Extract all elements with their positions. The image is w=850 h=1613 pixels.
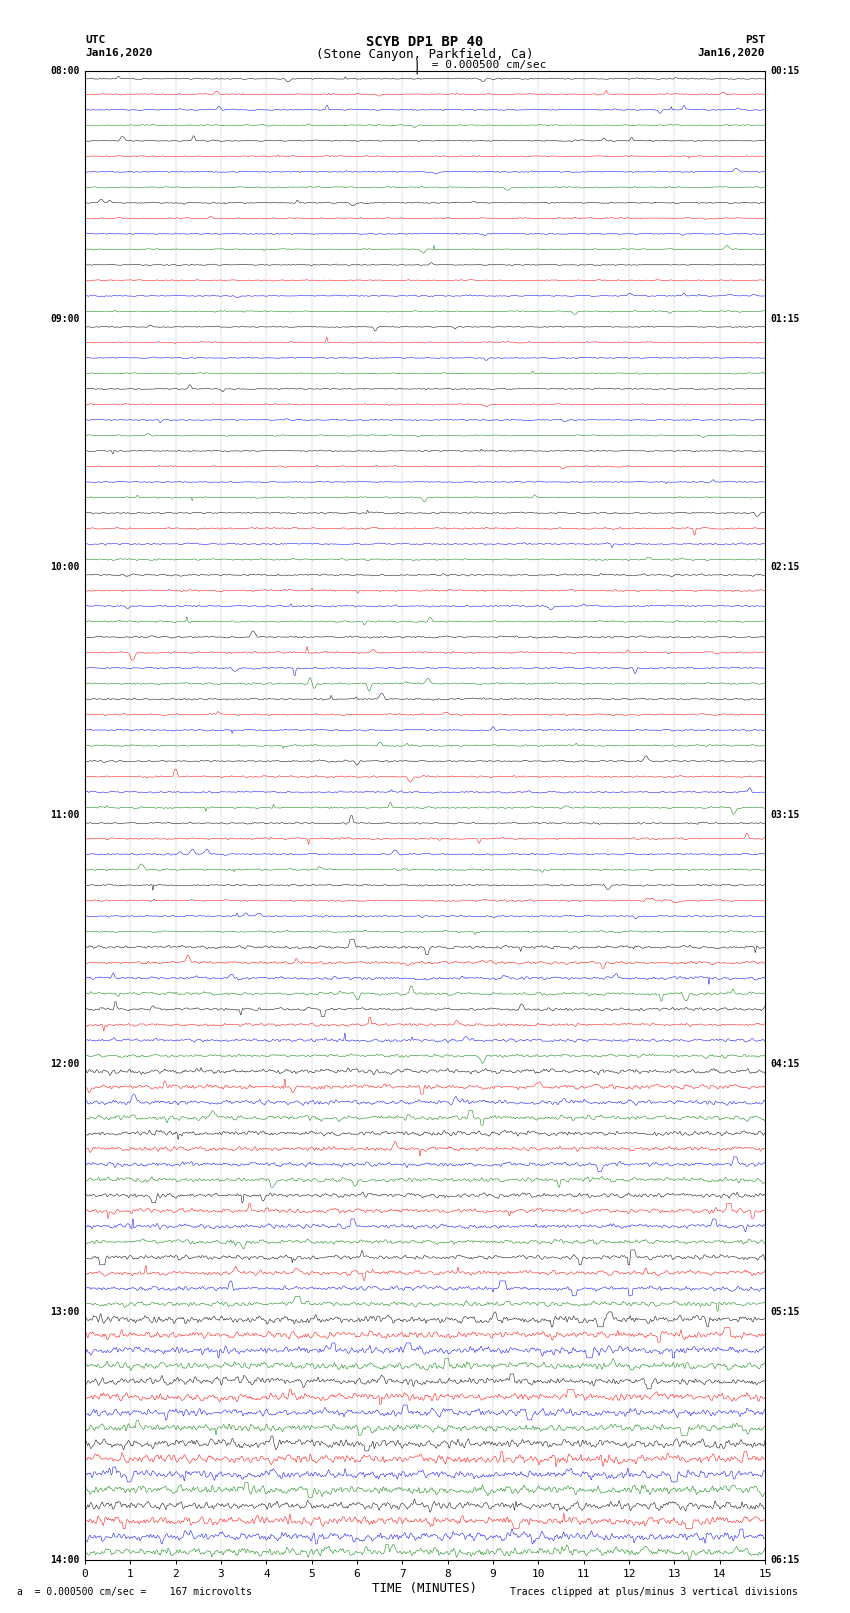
Text: 06:15: 06:15 [770, 1555, 800, 1565]
X-axis label: TIME (MINUTES): TIME (MINUTES) [372, 1582, 478, 1595]
Text: PST: PST [745, 35, 765, 45]
Text: 10:00: 10:00 [50, 563, 80, 573]
Text: 09:00: 09:00 [50, 315, 80, 324]
Text: Traces clipped at plus/minus 3 vertical divisions: Traces clipped at plus/minus 3 vertical … [510, 1587, 798, 1597]
Text: SCYB DP1 BP 40: SCYB DP1 BP 40 [366, 35, 484, 50]
Text: Jan16,2020: Jan16,2020 [698, 48, 765, 58]
Text: a  = 0.000500 cm/sec =    167 microvolts: a = 0.000500 cm/sec = 167 microvolts [17, 1587, 252, 1597]
Text: 05:15: 05:15 [770, 1307, 800, 1316]
Text: 13:00: 13:00 [50, 1307, 80, 1316]
Text: (Stone Canyon, Parkfield, Ca): (Stone Canyon, Parkfield, Ca) [316, 48, 534, 61]
Text: 11:00: 11:00 [50, 810, 80, 821]
Text: 14:00: 14:00 [50, 1555, 80, 1565]
Text: 04:15: 04:15 [770, 1058, 800, 1068]
Text: 01:15: 01:15 [770, 315, 800, 324]
Text: |: | [412, 60, 421, 74]
Text: UTC: UTC [85, 35, 105, 45]
Text: 08:00: 08:00 [50, 66, 80, 76]
Text: = 0.000500 cm/sec: = 0.000500 cm/sec [425, 60, 547, 69]
Text: 12:00: 12:00 [50, 1058, 80, 1068]
Text: 02:15: 02:15 [770, 563, 800, 573]
Text: 00:15: 00:15 [770, 66, 800, 76]
Text: Jan16,2020: Jan16,2020 [85, 48, 152, 58]
Text: 03:15: 03:15 [770, 810, 800, 821]
